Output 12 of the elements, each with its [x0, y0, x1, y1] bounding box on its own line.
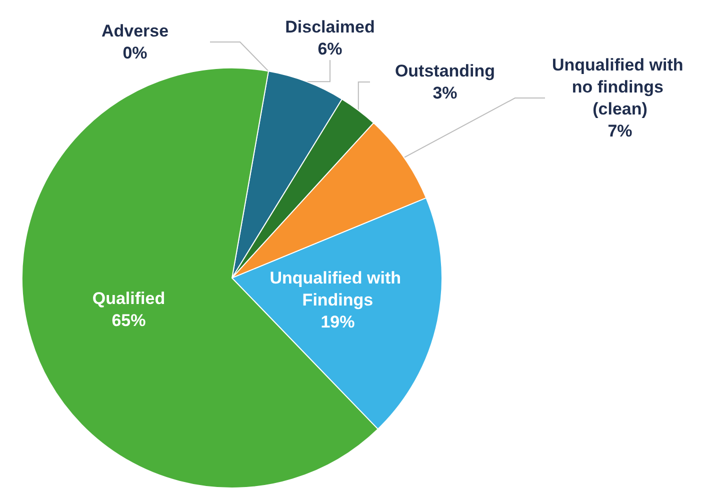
data-label: 3%	[432, 84, 458, 102]
data-label: 6%	[318, 40, 342, 58]
data-label: 19%	[320, 312, 355, 332]
slice-label: Unqualified with Findings	[270, 268, 406, 310]
category-label: Adverse	[101, 22, 169, 40]
slice-label: Outstanding	[394, 62, 496, 80]
data-label: 7%	[608, 122, 632, 140]
slice-label: Qualified	[92, 289, 166, 308]
slice-label: Unqualified with no findings (clean)	[552, 56, 688, 118]
slice-label: Disclaimed	[285, 18, 375, 36]
text: 0%	[122, 44, 148, 62]
data-label: 65%	[112, 311, 146, 330]
